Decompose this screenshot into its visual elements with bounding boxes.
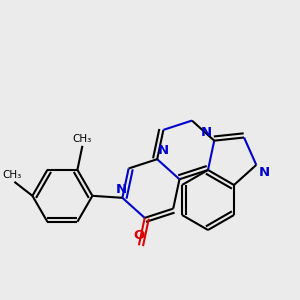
Text: CH₃: CH₃ (3, 170, 22, 180)
Text: N: N (116, 183, 127, 196)
Text: N: N (201, 126, 212, 139)
Text: CH₃: CH₃ (73, 134, 92, 144)
Text: N: N (158, 144, 169, 157)
Text: N: N (258, 166, 269, 179)
Text: O: O (133, 229, 145, 242)
